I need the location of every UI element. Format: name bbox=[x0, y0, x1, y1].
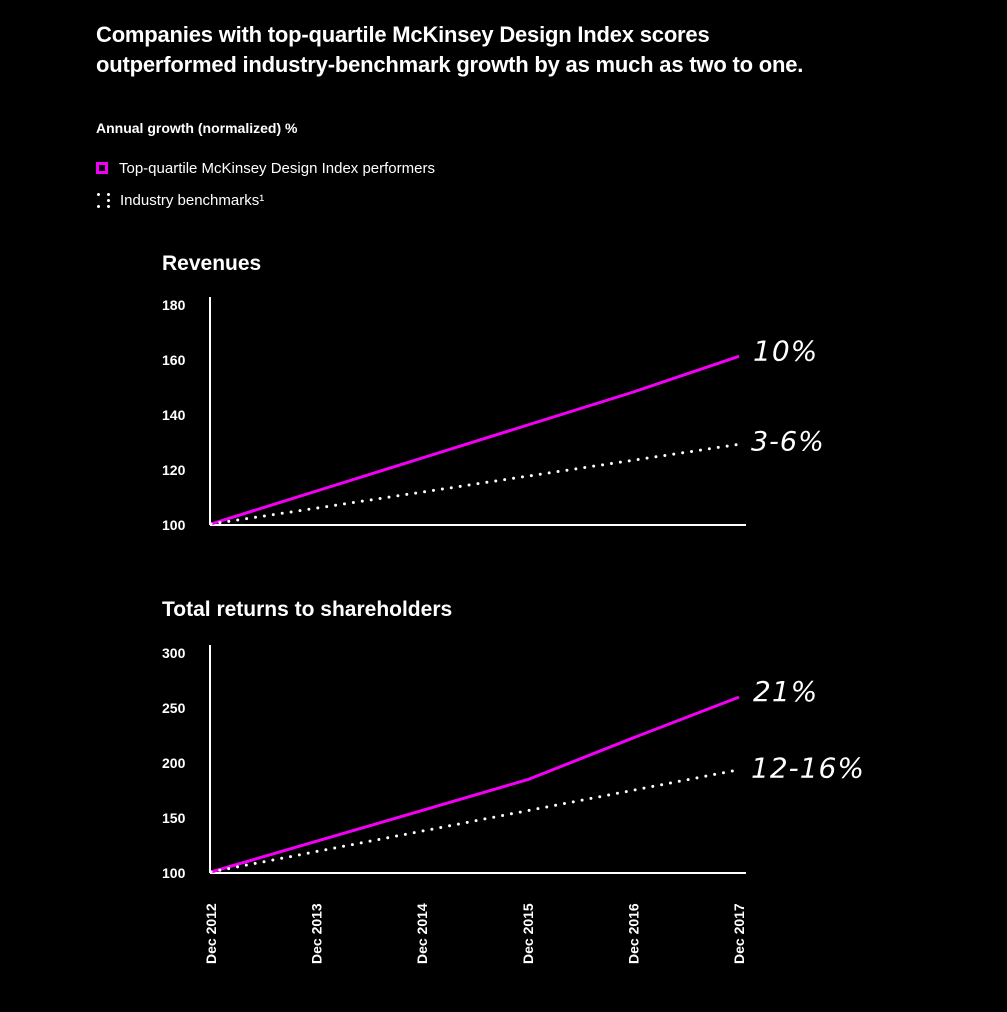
y-tick-label: 250 bbox=[162, 700, 186, 716]
y-tick-label: 160 bbox=[162, 352, 186, 368]
top-quartile-line-tsr bbox=[210, 695, 740, 874]
x-tick-label: Dec 2015 bbox=[520, 903, 536, 964]
y-tick-label: 180 bbox=[162, 297, 186, 313]
end-label-benchmark: 3-6% bbox=[751, 426, 825, 457]
legend-item-top-quartile: Top-quartile McKinsey Design Index perfo… bbox=[96, 158, 435, 178]
legend-label-top-quartile: Top-quartile McKinsey Design Index perfo… bbox=[119, 159, 435, 177]
legend-item-benchmark: Industry benchmarks¹ bbox=[96, 190, 264, 210]
x-tick-label: Dec 2012 bbox=[203, 903, 219, 964]
panel-title-tsr: Total returns to shareholders bbox=[162, 598, 452, 621]
legend-label-benchmark: Industry benchmarks¹ bbox=[120, 191, 265, 209]
y-tick-label: 140 bbox=[162, 407, 186, 423]
y-tick-label: 200 bbox=[162, 755, 186, 771]
y-tick-label: 300 bbox=[162, 645, 186, 661]
x-tick-label: Dec 2013 bbox=[309, 903, 325, 964]
end-label-top-quartile: 21% bbox=[753, 675, 818, 708]
chart-subtitle: Annual growth (normalized) % bbox=[96, 120, 298, 136]
legend-square-icon bbox=[96, 162, 108, 174]
y-tick-label: 120 bbox=[162, 462, 186, 478]
y-tick-label: 100 bbox=[162, 517, 186, 533]
chart-title-line-2: outperformed industry-benchmark growth b… bbox=[96, 52, 804, 77]
chart-title-line-1: Companies with top-quartile McKinsey Des… bbox=[96, 22, 710, 47]
end-label-benchmark: 12-16% bbox=[751, 752, 865, 785]
benchmark-line-revenues bbox=[209, 442, 741, 526]
y-tick-label: 150 bbox=[162, 810, 186, 826]
chart-title: Companies with top-quartile McKinsey Des… bbox=[96, 20, 896, 80]
benchmark-line-tsr bbox=[209, 768, 741, 874]
y-tick-label: 100 bbox=[162, 865, 186, 881]
end-label-top-quartile: 10% bbox=[753, 334, 818, 367]
x-tick-label: Dec 2017 bbox=[731, 903, 747, 964]
x-tick-label: Dec 2016 bbox=[625, 903, 641, 964]
panel-title-revenues: Revenues bbox=[162, 252, 261, 275]
legend-dots-icon bbox=[96, 191, 111, 209]
top-quartile-line-revenues bbox=[210, 354, 740, 526]
x-tick-label: Dec 2014 bbox=[414, 903, 430, 964]
